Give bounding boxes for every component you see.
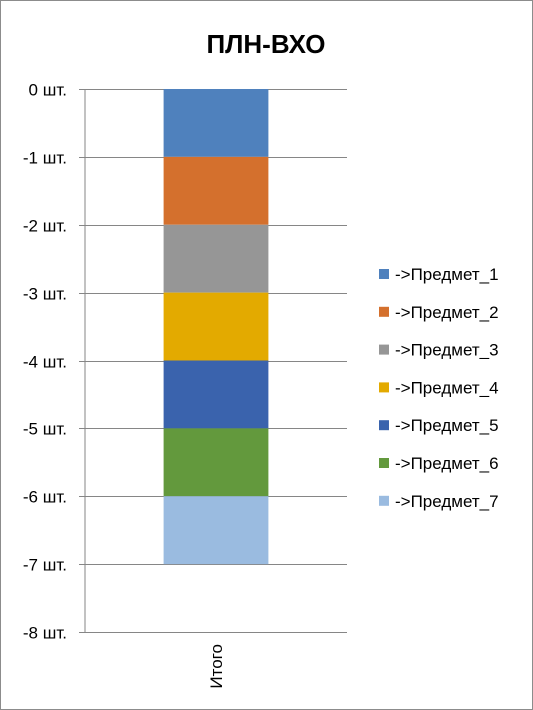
- bar-segment-6: [163, 428, 269, 497]
- y-tick-label: -4 шт.: [23, 353, 67, 372]
- chart-title: ПЛН-ВХО: [206, 29, 325, 59]
- legend-label: ->Предмет_1: [395, 265, 499, 284]
- legend-item: ->Предмет_3: [379, 341, 499, 360]
- bar-segment-5: [163, 360, 269, 429]
- legend-item: ->Предмет_2: [379, 303, 499, 322]
- bar-segment-3: [163, 224, 269, 293]
- legend-swatch: [379, 344, 389, 355]
- legend-label: ->Предмет_5: [395, 416, 499, 435]
- y-tick-label: -2 шт.: [23, 217, 67, 236]
- legend-label: ->Предмет_6: [395, 454, 499, 473]
- legend-swatch: [379, 458, 389, 468]
- legend-label: ->Предмет_2: [395, 303, 499, 322]
- legend-label: ->Предмет_7: [395, 492, 499, 511]
- y-tick-label: -1 шт.: [23, 149, 67, 168]
- y-axis-ticks: 0 шт. -1 шт. -2 шт. -3 шт. -4 шт. -5 шт. -6 шт…: [23, 81, 67, 643]
- bar-segment-1: [163, 89, 269, 157]
- y-tick-label: -3 шт.: [23, 285, 67, 304]
- y-tick-label: 0 шт.: [29, 81, 67, 100]
- legend-item: ->Предмет_5: [379, 416, 499, 435]
- legend-swatch: [379, 495, 389, 506]
- legend-swatch: [379, 269, 389, 279]
- y-tick-label: -7 шт.: [23, 556, 67, 575]
- legend-item: ->Предмет_1: [379, 265, 499, 284]
- legend-label: ->Предмет_3: [395, 341, 499, 360]
- y-tick-label: -6 шт.: [23, 488, 67, 507]
- legend-item: ->Предмет_6: [379, 454, 499, 473]
- x-category-label: Итого: [207, 644, 226, 689]
- legend-swatch: [379, 382, 389, 393]
- legend-label: ->Предмет_4: [395, 378, 499, 397]
- y-tick-label: -8 шт.: [23, 624, 67, 643]
- bar-segment-2: [163, 156, 269, 225]
- legend-swatch: [379, 420, 389, 431]
- bar-segment-4: [163, 292, 269, 361]
- legend-item: ->Предмет_7: [379, 492, 499, 511]
- legend: ->Предмет_1 ->Предмет_2 ->Предмет_3 ->Предм…: [379, 265, 499, 511]
- legend-swatch: [379, 306, 389, 317]
- x-axis-categories: Итого: [207, 644, 226, 689]
- y-tick-label: -5 шт.: [23, 420, 67, 439]
- bar-segment-7: [163, 496, 269, 565]
- bar-stack: [163, 89, 269, 565]
- legend-item: ->Предмет_4: [379, 378, 499, 397]
